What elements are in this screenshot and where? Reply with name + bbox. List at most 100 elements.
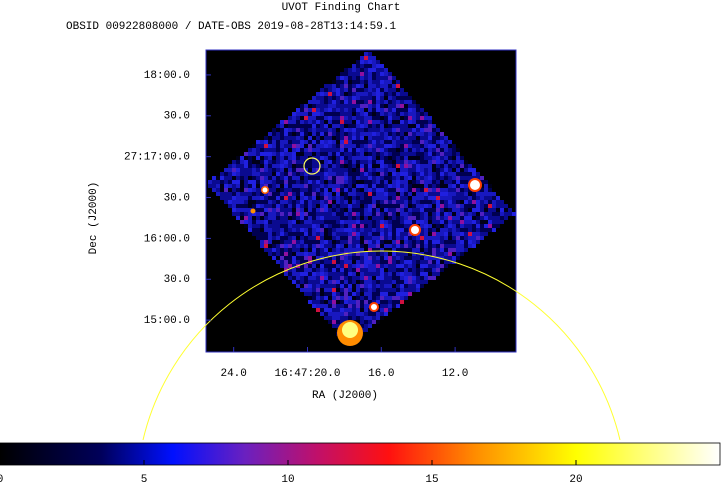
pixel bbox=[460, 208, 464, 212]
pixel bbox=[380, 68, 384, 72]
pixel bbox=[384, 300, 388, 304]
pixel bbox=[332, 220, 336, 224]
pixel bbox=[352, 128, 356, 132]
pixel bbox=[308, 292, 312, 296]
pixel bbox=[452, 152, 456, 156]
pixel bbox=[268, 212, 272, 216]
pixel bbox=[292, 132, 296, 136]
pixel bbox=[292, 152, 296, 156]
pixel bbox=[244, 200, 248, 204]
pixel bbox=[396, 264, 400, 268]
pixel bbox=[252, 156, 256, 160]
pixel bbox=[280, 224, 284, 228]
pixel bbox=[428, 136, 432, 140]
pixel bbox=[288, 160, 292, 164]
pixel bbox=[328, 104, 332, 108]
pixel bbox=[444, 232, 448, 236]
pixel bbox=[480, 176, 484, 180]
pixel bbox=[312, 152, 316, 156]
pixel bbox=[404, 92, 408, 96]
pixel bbox=[424, 200, 428, 204]
pixel bbox=[384, 128, 388, 132]
chart-subtitle: OBSID 00922808000 / DATE-OBS 2019-08-28T… bbox=[66, 21, 396, 33]
pixel bbox=[496, 196, 500, 200]
pixel bbox=[264, 136, 268, 140]
pixel bbox=[216, 176, 220, 180]
pixel bbox=[240, 156, 244, 160]
pixel bbox=[268, 236, 272, 240]
pixel bbox=[232, 200, 236, 204]
pixel bbox=[384, 296, 388, 300]
pixel bbox=[468, 228, 472, 232]
pixel bbox=[376, 316, 380, 320]
pixel bbox=[324, 120, 328, 124]
pixel bbox=[384, 268, 388, 272]
pixel bbox=[232, 184, 236, 188]
pixel bbox=[440, 200, 444, 204]
pixel bbox=[392, 164, 396, 168]
pixel bbox=[432, 196, 436, 200]
pixel bbox=[268, 160, 272, 164]
pixel bbox=[276, 228, 280, 232]
pixel bbox=[372, 104, 376, 108]
pixel bbox=[392, 208, 396, 212]
pixel bbox=[344, 176, 348, 180]
pixel bbox=[492, 200, 496, 204]
pixel bbox=[332, 204, 336, 208]
pixel bbox=[444, 252, 448, 256]
pixel bbox=[360, 64, 364, 68]
pixel bbox=[324, 136, 328, 140]
pixel bbox=[340, 220, 344, 224]
pixel bbox=[324, 304, 328, 308]
pixel bbox=[344, 244, 348, 248]
pixel bbox=[292, 280, 296, 284]
pixel bbox=[324, 316, 328, 320]
pixel bbox=[492, 212, 496, 216]
pixel bbox=[380, 160, 384, 164]
pixel bbox=[480, 224, 484, 228]
pixel bbox=[416, 244, 420, 248]
pixel bbox=[264, 184, 268, 188]
pixel bbox=[352, 164, 356, 168]
pixel bbox=[424, 224, 428, 228]
pixel bbox=[248, 204, 252, 208]
pixel bbox=[404, 192, 408, 196]
pixel bbox=[440, 156, 444, 160]
pixel bbox=[424, 220, 428, 224]
pixel bbox=[420, 240, 424, 244]
pixel bbox=[288, 232, 292, 236]
pixel bbox=[416, 212, 420, 216]
pixel bbox=[344, 260, 348, 264]
pixel bbox=[300, 112, 304, 116]
pixel bbox=[312, 304, 316, 308]
pixel bbox=[488, 184, 492, 188]
pixel bbox=[400, 288, 404, 292]
pixel bbox=[244, 152, 248, 156]
pixel bbox=[284, 120, 288, 124]
pixel bbox=[372, 188, 376, 192]
pixel bbox=[316, 176, 320, 180]
pixel bbox=[316, 164, 320, 168]
pixel bbox=[332, 112, 336, 116]
pixel bbox=[232, 180, 236, 184]
pixel bbox=[424, 276, 428, 280]
pixel bbox=[424, 216, 428, 220]
pixel bbox=[368, 176, 372, 180]
pixel bbox=[404, 272, 408, 276]
pixel bbox=[456, 180, 460, 184]
pixel bbox=[392, 176, 396, 180]
pixel bbox=[260, 148, 264, 152]
pixel bbox=[288, 276, 292, 280]
pixel bbox=[416, 116, 420, 120]
pixel bbox=[320, 304, 324, 308]
pixel bbox=[288, 180, 292, 184]
pixel bbox=[356, 308, 360, 312]
pixel bbox=[480, 228, 484, 232]
pixel bbox=[432, 156, 436, 160]
pixel bbox=[236, 180, 240, 184]
pixel bbox=[256, 188, 260, 192]
pixel bbox=[264, 140, 268, 144]
pixel bbox=[436, 220, 440, 224]
pixel bbox=[292, 156, 296, 160]
pixel bbox=[256, 236, 260, 240]
